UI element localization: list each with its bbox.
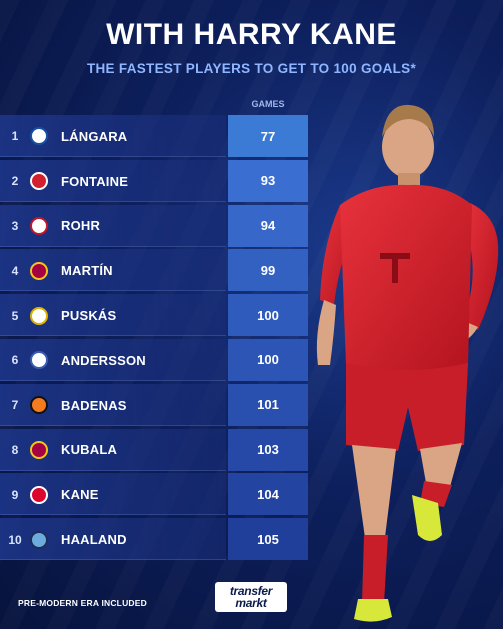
page-title: WITH HARRY KANE — [106, 18, 397, 51]
fc-barcelona-crest-icon — [30, 440, 48, 459]
player-name: ANDERSSON — [61, 352, 146, 368]
ranking-table: 1 LÁNGARA 77 2 FONTAINE 93 3 ROHR 94 4 MARTÍN 99 5 PU… — [0, 114, 310, 562]
logo-line-2: markt — [235, 596, 267, 610]
table-row: 8 KUBALA 103 — [0, 428, 310, 473]
header: WITH HARRY KANE THE FASTEST PLAYERS TO G… — [0, 18, 503, 76]
table-row: 1 LÁNGARA 77 — [0, 114, 310, 159]
table-row: 9 KANE 104 — [0, 472, 310, 517]
real-madrid-crest-icon — [30, 306, 48, 325]
player-name: KANE — [61, 487, 99, 503]
rank-number: 1 — [11, 129, 19, 144]
rank-number: 2 — [11, 174, 19, 189]
table-row: 10 HAALAND 105 — [0, 517, 310, 562]
player-name: LÁNGARA — [61, 128, 128, 144]
page-subtitle: THE FASTEST PLAYERS TO GET TO 100 GOALS* — [86, 61, 417, 76]
rank-number: 5 — [11, 308, 19, 323]
games-value: 100 — [228, 338, 308, 381]
club-crest-icon — [30, 351, 48, 370]
games-value: 101 — [228, 383, 308, 426]
rank-number: 4 — [11, 263, 19, 278]
player-name: BADENAS — [61, 397, 127, 413]
table-row: 2 FONTAINE 93 — [0, 159, 310, 204]
games-value: 77 — [228, 115, 308, 157]
games-value: 93 — [228, 159, 308, 202]
player-name: FONTAINE — [61, 173, 129, 189]
rank-number: 10 — [8, 532, 22, 547]
games-column-header: GAMES — [251, 99, 285, 109]
player-name: KUBALA — [61, 442, 118, 458]
rank-number: 7 — [11, 398, 19, 413]
transfermarkt-logo: transfer markt — [215, 582, 287, 612]
games-value: 104 — [228, 473, 308, 516]
rank-number: 8 — [11, 442, 19, 457]
valencia-crest-icon — [30, 396, 48, 415]
table-row: 5 PUSKÁS 100 — [0, 293, 310, 338]
player-name: HAALAND — [61, 532, 127, 548]
table-row: 6 ANDERSSON 100 — [0, 338, 310, 383]
player-name: MARTÍN — [61, 263, 113, 279]
stade-reims-crest-icon — [30, 172, 48, 191]
table-row: 4 MARTÍN 99 — [0, 248, 310, 293]
bayern-munich-crest-icon — [30, 485, 48, 504]
player-name: ROHR — [61, 218, 101, 234]
table-row: 3 ROHR 94 — [0, 204, 310, 249]
manchester-city-crest-icon — [30, 530, 48, 549]
ogc-nice-crest-icon — [30, 216, 48, 235]
rank-number: 9 — [11, 487, 19, 502]
games-value: 94 — [228, 204, 308, 247]
games-value: 99 — [228, 249, 308, 292]
real-oviedo-crest-icon — [30, 127, 48, 146]
fc-barcelona-crest-icon — [30, 261, 48, 280]
footnote: PRE-MODERN ERA INCLUDED — [18, 598, 147, 608]
games-value: 103 — [228, 428, 308, 471]
games-value: 100 — [228, 294, 308, 337]
rank-number: 3 — [11, 218, 19, 233]
player-name: PUSKÁS — [61, 308, 117, 324]
rank-number: 6 — [11, 353, 19, 368]
player-image — [316, 104, 499, 622]
table-row: 7 BADENAS 101 — [0, 383, 310, 428]
logo-line-1: transfer — [229, 584, 273, 598]
games-value: 105 — [228, 518, 308, 561]
